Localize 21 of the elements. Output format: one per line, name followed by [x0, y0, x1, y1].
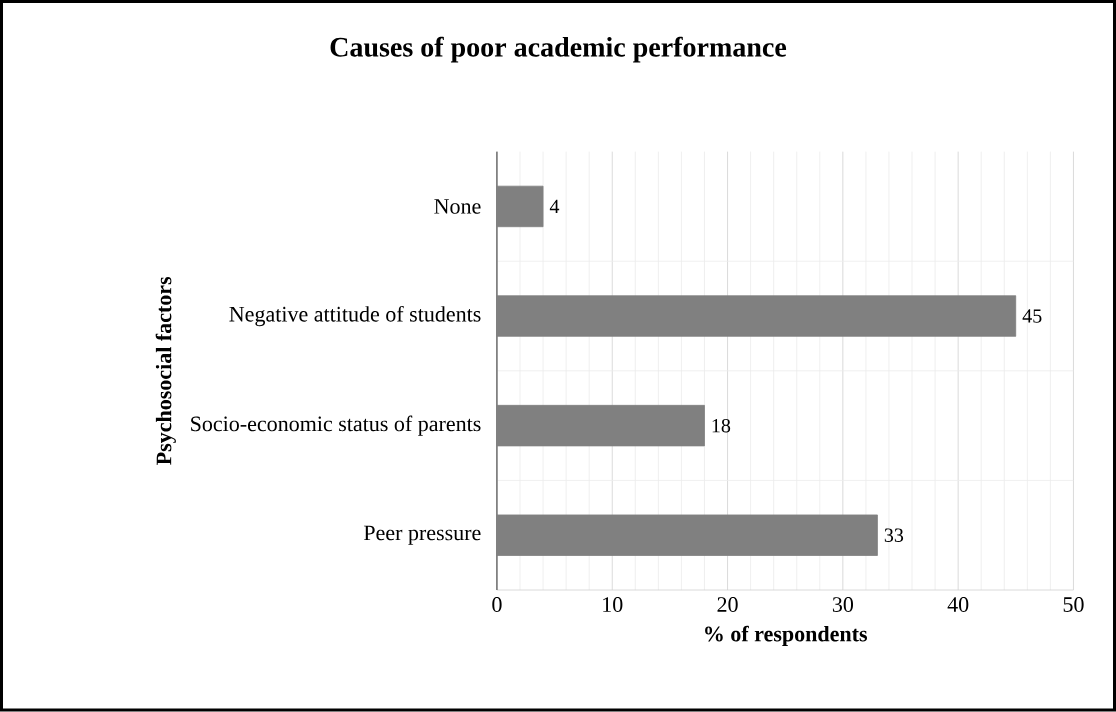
bar [496, 405, 705, 447]
x-tick-label: 0 [492, 597, 502, 613]
data-label: 45 [1022, 309, 1042, 323]
y-tick-label: Peer pressure [363, 525, 481, 545]
x-tick-label: 50 [1063, 597, 1084, 613]
data-label: 33 [884, 528, 904, 543]
x-tick-label: 20 [717, 597, 738, 613]
y-tick-label: Negative attitude of students [229, 306, 481, 327]
x-axis-title: % of respondents [705, 625, 868, 647]
bar [496, 185, 544, 228]
bar [496, 514, 878, 557]
data-label: 18 [712, 419, 731, 433]
y-tick-label: Socio-economic status of parents [191, 415, 481, 436]
x-tick-label: 10 [603, 597, 623, 613]
y-axis-title: Psychosocial factors [155, 277, 176, 466]
bar [496, 295, 1017, 337]
x-tick-label: 40 [947, 597, 969, 613]
y-tick-label: None [434, 199, 481, 214]
data-label: 4 [549, 200, 560, 214]
chart-title: Causes of poor academic performance [330, 36, 787, 63]
x-tick-label: 30 [832, 597, 854, 613]
